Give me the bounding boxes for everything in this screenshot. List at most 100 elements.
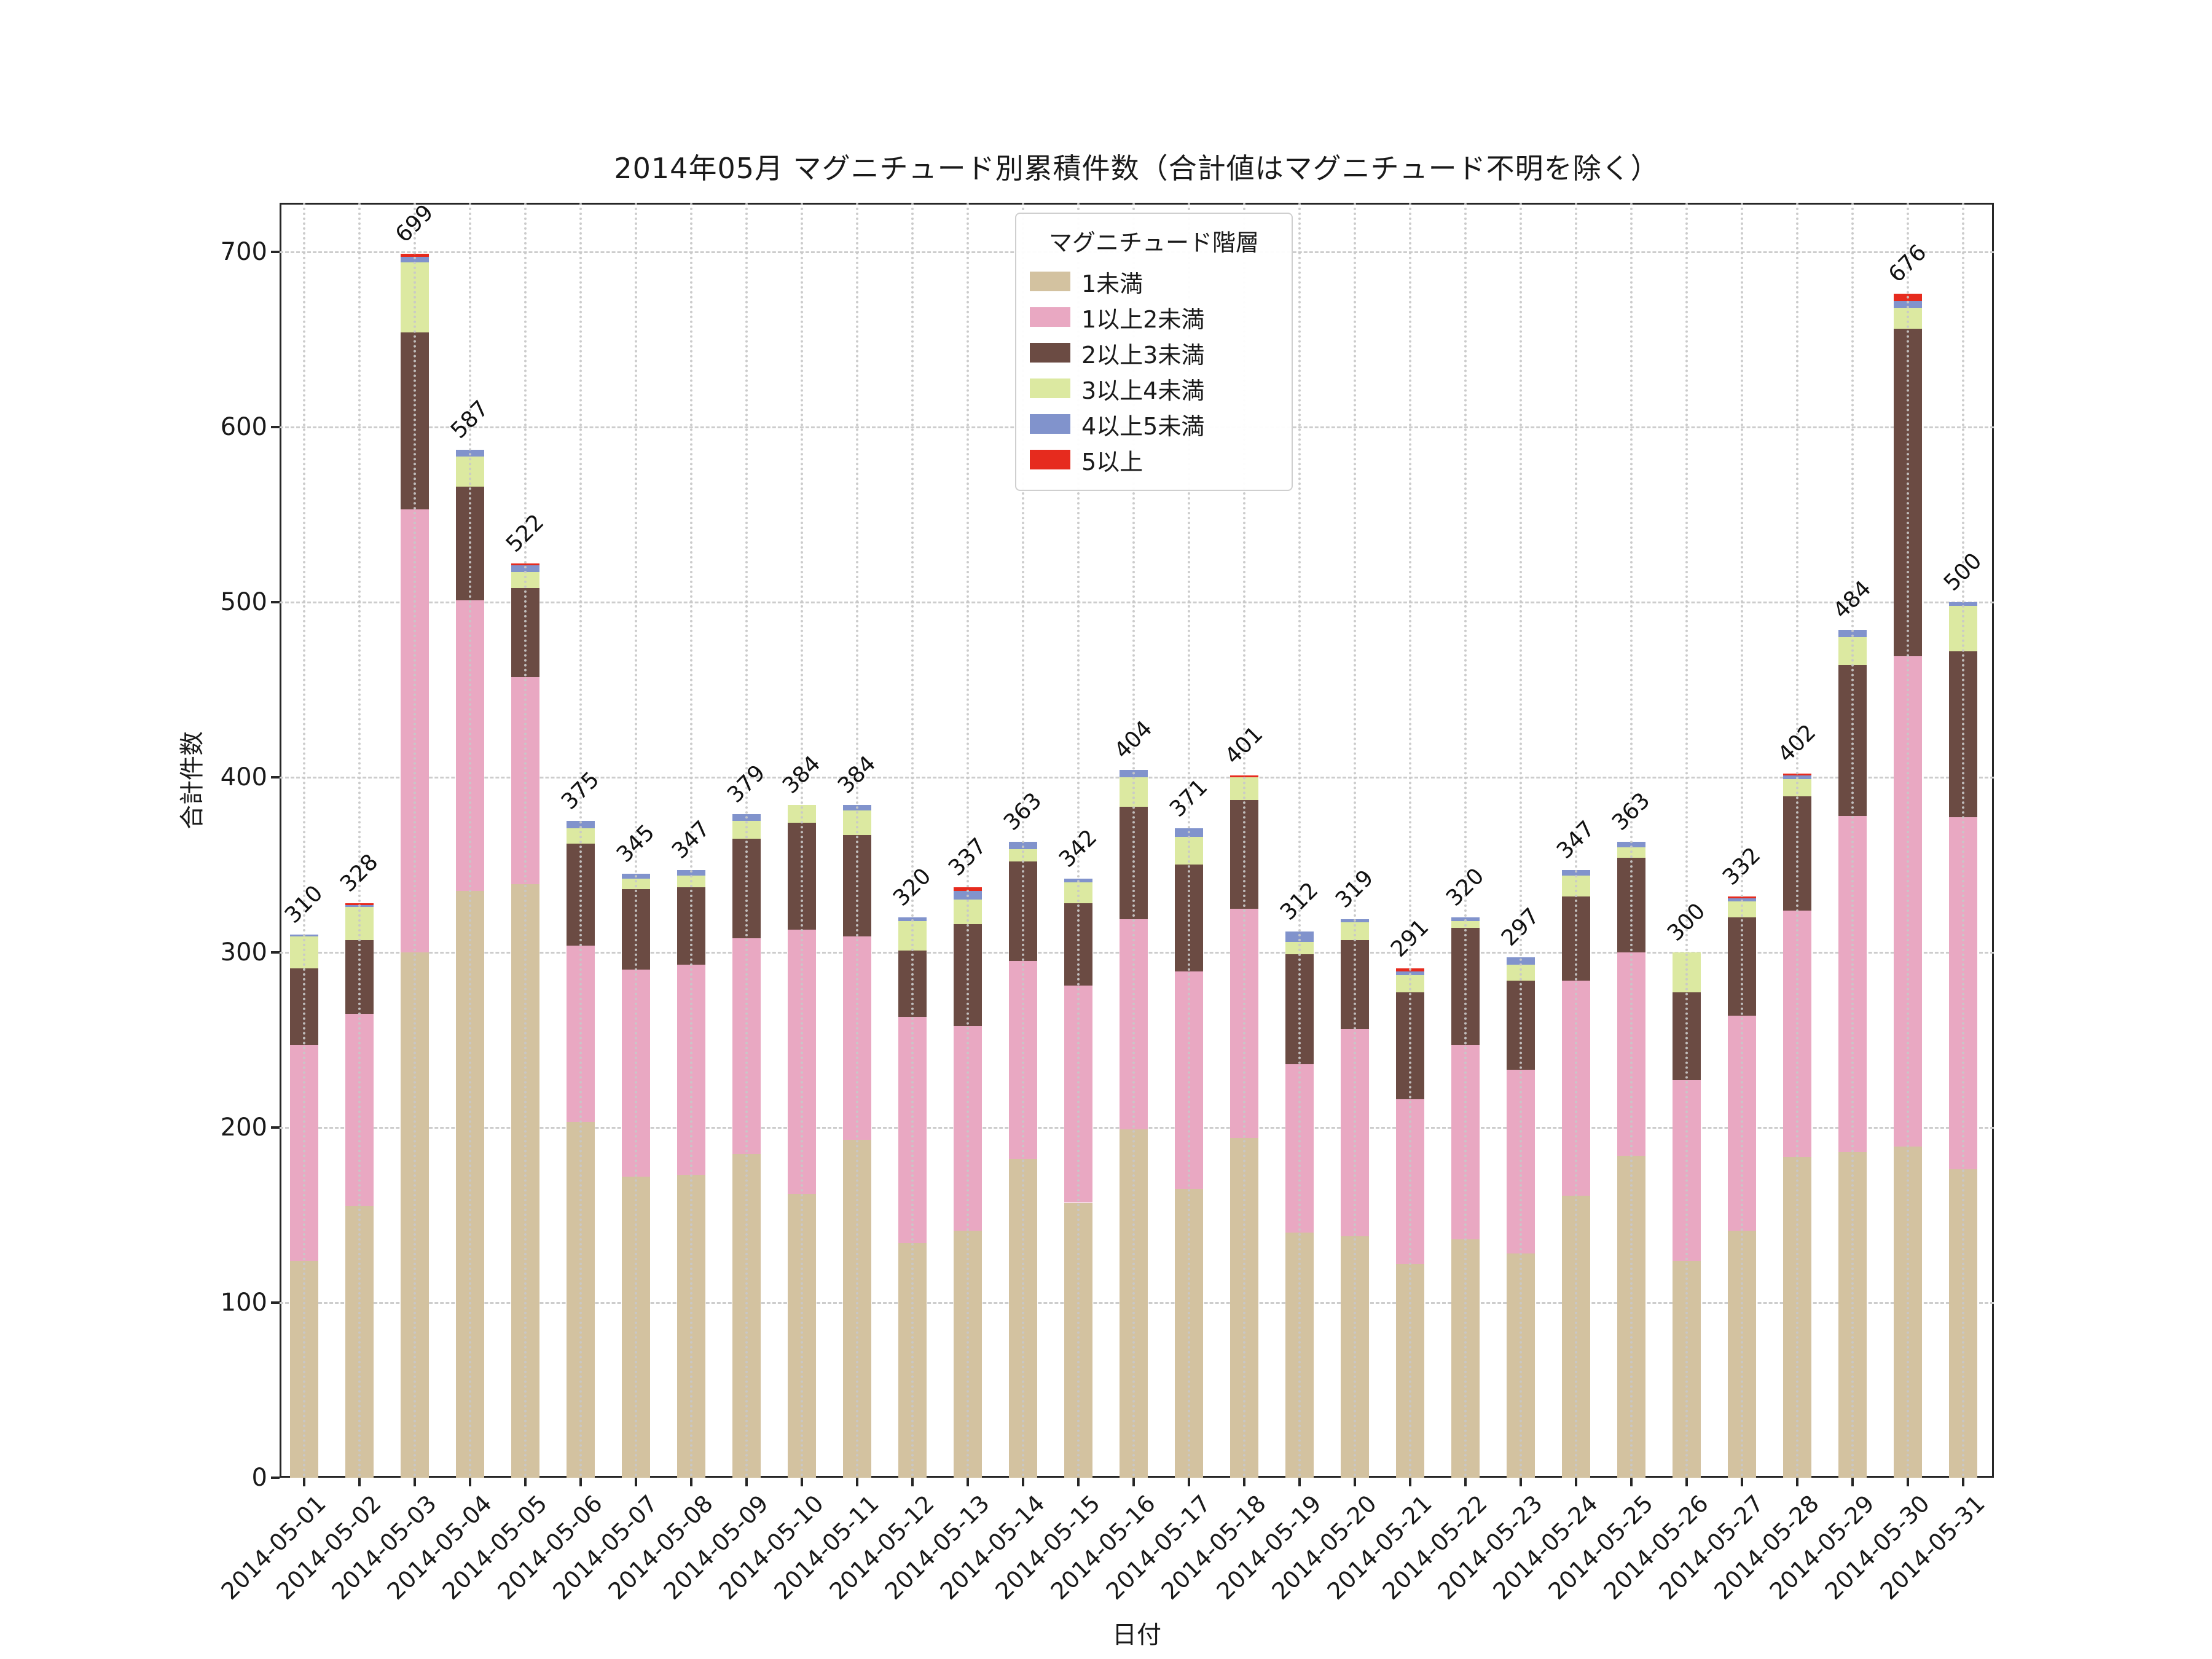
y-tick-label: 300 <box>220 938 267 967</box>
legend-item: 5以上 <box>1030 442 1278 477</box>
legend-items: 1未満 1以上2未満 2以上3未満 3以上4未満 4以上5未満 5以上 <box>1030 264 1278 477</box>
x-tick-mark <box>358 1478 361 1486</box>
x-gridline <box>1132 203 1135 1478</box>
x-tick-mark <box>1354 1478 1356 1486</box>
x-tick-mark <box>1520 1478 1522 1486</box>
x-tick-mark <box>856 1478 858 1486</box>
y-tick-mark <box>271 600 280 603</box>
x-gridline <box>801 203 803 1478</box>
chart-title: 2014年05月 マグニチュード別累積件数（合計値はマグニチュード不明を除く） <box>614 152 1660 185</box>
y-tick-label: 100 <box>220 1288 267 1317</box>
x-gridline <box>1741 203 1743 1478</box>
x-tick-mark <box>1630 1478 1633 1486</box>
x-gridline <box>1851 203 1854 1478</box>
x-tick-mark <box>1188 1478 1190 1486</box>
x-tick-mark <box>1685 1478 1688 1486</box>
x-gridline <box>1907 203 1909 1478</box>
legend-label: 1未満 <box>1081 270 1143 297</box>
y-tick-mark <box>271 425 280 428</box>
x-gridline <box>1354 203 1356 1478</box>
legend-label: 2以上3未満 <box>1081 341 1205 369</box>
x-gridline <box>1188 203 1190 1478</box>
legend-item: 1以上2未満 <box>1030 299 1278 335</box>
x-gridline <box>1520 203 1522 1478</box>
x-gridline <box>911 203 914 1478</box>
x-gridline <box>1077 203 1080 1478</box>
x-gridline <box>1298 203 1301 1478</box>
legend-label: 1以上2未満 <box>1081 305 1205 333</box>
x-gridline <box>967 203 969 1478</box>
x-gridline <box>856 203 858 1478</box>
x-tick-mark <box>579 1478 582 1486</box>
x-tick-mark <box>1907 1478 1909 1486</box>
legend-swatch-2 <box>1030 343 1070 363</box>
x-gridline <box>1022 203 1024 1478</box>
x-tick-mark <box>911 1478 914 1486</box>
x-tick-mark <box>1464 1478 1467 1486</box>
y-tick-mark <box>271 1126 280 1129</box>
x-tick-mark <box>1962 1478 1964 1486</box>
x-tick-mark <box>1243 1478 1245 1486</box>
y-gridline <box>280 601 1994 603</box>
legend-title: マグニチュード階層 <box>1048 229 1259 256</box>
x-gridline <box>1962 203 1964 1478</box>
legend-item: 4以上5未満 <box>1030 406 1278 442</box>
x-tick-mark <box>1741 1478 1743 1486</box>
legend-swatch-3 <box>1030 378 1070 398</box>
x-tick-mark <box>967 1478 969 1486</box>
legend-swatch-0 <box>1030 272 1070 291</box>
y-tick-mark <box>271 1477 280 1479</box>
y-tick-label: 0 <box>251 1464 267 1492</box>
x-gridline <box>469 203 471 1478</box>
legend-swatch-4 <box>1030 414 1070 434</box>
x-tick-mark <box>690 1478 692 1486</box>
y-tick-mark <box>271 951 280 954</box>
x-gridline <box>1630 203 1633 1478</box>
x-gridline <box>524 203 527 1478</box>
x-gridline <box>414 203 416 1478</box>
x-gridline <box>690 203 692 1478</box>
x-tick-mark <box>801 1478 803 1486</box>
legend-item: 1未満 <box>1030 264 1278 299</box>
legend-item: 2以上3未満 <box>1030 335 1278 371</box>
x-tick-mark <box>1077 1478 1080 1486</box>
x-tick-mark <box>635 1478 637 1486</box>
legend-label: 3以上4未満 <box>1081 377 1205 404</box>
x-gridline <box>1409 203 1411 1478</box>
x-gridline <box>635 203 637 1478</box>
x-gridline <box>745 203 748 1478</box>
x-gridline <box>358 203 361 1478</box>
legend-label: 5以上 <box>1081 448 1143 476</box>
x-tick-mark <box>1298 1478 1301 1486</box>
legend-label: 4以上5未満 <box>1081 412 1205 440</box>
y-tick-mark <box>271 775 280 779</box>
x-gridline <box>303 203 305 1478</box>
x-tick-mark <box>303 1478 305 1486</box>
x-tick-mark <box>745 1478 748 1486</box>
x-axis-label: 日付 <box>1112 1621 1161 1649</box>
x-gridline <box>1796 203 1798 1478</box>
x-gridline <box>1575 203 1577 1478</box>
y-tick-label: 700 <box>220 237 267 266</box>
y-tick-label: 200 <box>220 1113 267 1142</box>
y-tick-mark <box>271 250 280 253</box>
y-tick-mark <box>271 1301 280 1304</box>
x-gridline <box>1685 203 1688 1478</box>
y-tick-label: 500 <box>220 587 267 616</box>
y-tick-label: 600 <box>220 412 267 441</box>
x-tick-mark <box>1575 1478 1577 1486</box>
x-tick-mark <box>1409 1478 1411 1486</box>
x-tick-mark <box>1796 1478 1798 1486</box>
x-tick-mark <box>524 1478 527 1486</box>
x-tick-mark <box>469 1478 471 1486</box>
x-gridline <box>579 203 582 1478</box>
x-gridline <box>1243 203 1245 1478</box>
legend-swatch-5 <box>1030 450 1070 469</box>
x-tick-mark <box>1851 1478 1854 1486</box>
y-tick-label: 400 <box>220 763 267 791</box>
x-tick-mark <box>414 1478 416 1486</box>
x-tick-mark <box>1022 1478 1024 1486</box>
x-tick-mark <box>1132 1478 1135 1486</box>
legend: マグニチュード階層 1未満 1以上2未満 2以上3未満 3以上4未満 4以上5未満 5以上 <box>1015 213 1293 491</box>
